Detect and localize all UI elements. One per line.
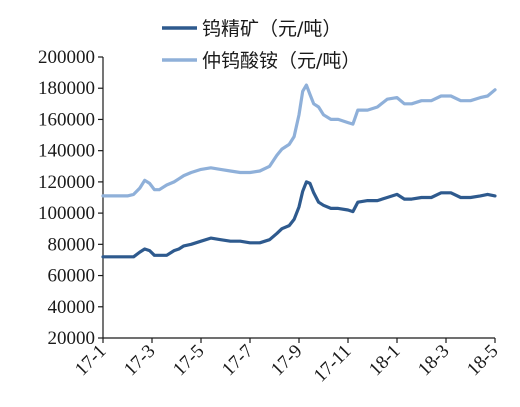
y-tick-label: 40000	[48, 297, 96, 318]
legend-item-tungsten-concentrate: 钨精矿（元/吨）	[162, 18, 341, 40]
y-tick-label: 160000	[38, 109, 95, 130]
x-tick-label: 18-1	[365, 341, 404, 380]
x-tick-label: 17-11	[310, 341, 356, 387]
y-tick-label: 20000	[48, 328, 96, 349]
x-tick-label: 18-3	[414, 341, 453, 380]
legend: 钨精矿（元/吨） 仲钨酸铵（元/吨）	[162, 18, 360, 72]
legend-label-tungsten-concentrate: 钨精矿（元/吨）	[202, 18, 341, 40]
series-lines	[101, 83, 497, 259]
x-tick-label: 17-7	[218, 341, 257, 380]
y-axis-ticks: 20000 40000 60000 80000 100000 120000 140000 16…	[38, 47, 103, 349]
x-tick-label: 17-3	[120, 341, 159, 380]
y-tick-label: 100000	[38, 203, 95, 224]
legend-item-apt: 仲钨酸铵（元/吨）	[162, 50, 360, 72]
series-line-apt	[101, 83, 497, 198]
y-tick-label: 200000	[38, 47, 95, 68]
y-tick-label: 180000	[38, 78, 95, 99]
series-line-tungsten-concentrate	[101, 180, 497, 259]
x-tick-label: 17-9	[267, 341, 306, 380]
x-tick-label: 17-5	[169, 341, 208, 380]
x-tick-label: 18-5	[463, 341, 502, 380]
y-tick-label: 140000	[38, 141, 95, 162]
y-tick-label: 60000	[48, 266, 96, 287]
legend-label-apt: 仲钨酸铵（元/吨）	[202, 50, 360, 72]
y-tick-label: 120000	[38, 172, 95, 193]
x-axis-ticks: 17-1 17-3 17-5 17-7 17-9 17-11 18-1 18-3 18-5	[71, 338, 503, 387]
y-tick-label: 80000	[48, 234, 96, 255]
